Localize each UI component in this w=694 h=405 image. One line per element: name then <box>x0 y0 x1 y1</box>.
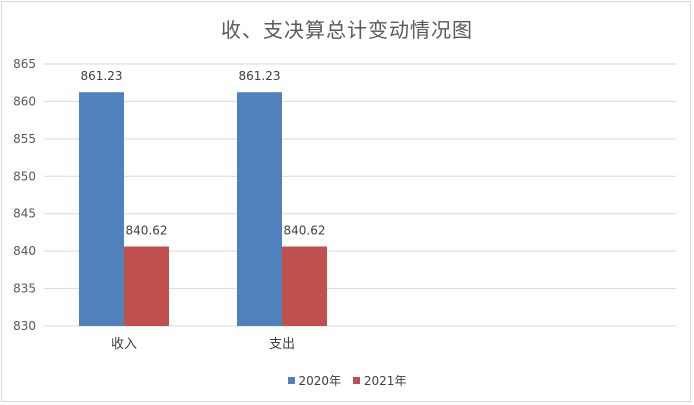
y-tick-label: 855 <box>13 132 36 146</box>
data-label: 840.62 <box>126 224 168 238</box>
y-tick-label: 865 <box>13 57 36 71</box>
x-axis-ticks: 收入 支出 <box>111 337 295 352</box>
y-axis-ticks: 830 835 840 845 850 855 860 865 <box>13 57 36 333</box>
legend-item-2020: 2020年 <box>287 372 342 389</box>
chart-title: 收、支决算总计变动情况图 <box>221 18 473 42</box>
legend-label-2020: 2020年 <box>298 374 342 388</box>
legend-swatch-2021 <box>352 377 360 384</box>
data-label: 861.23 <box>239 69 281 83</box>
legend: 2020年 2021年 <box>0 372 694 389</box>
legend-item-2021: 2021年 <box>352 372 407 389</box>
bar-2020年-支出 <box>237 92 282 326</box>
legend-label-2021: 2021年 <box>363 374 407 388</box>
bars <box>79 92 327 326</box>
y-tick-label: 835 <box>13 282 36 296</box>
data-labels: 861.23 840.62 861.23 840.62 <box>81 69 326 237</box>
bar-2020年-收入 <box>79 92 124 326</box>
y-tick-label: 850 <box>13 169 36 183</box>
x-tick-label: 支出 <box>269 337 295 352</box>
y-tick-label: 840 <box>13 244 36 258</box>
x-tick-label: 收入 <box>111 337 137 352</box>
legend-swatch-2020 <box>287 377 295 384</box>
y-tick-label: 845 <box>13 207 36 221</box>
data-label: 840.62 <box>284 224 326 238</box>
data-label: 861.23 <box>81 69 123 83</box>
y-tick-label: 830 <box>13 319 36 333</box>
bar-2021年-收入 <box>124 246 169 326</box>
bar-2021年-支出 <box>282 246 327 326</box>
y-tick-label: 860 <box>13 94 36 108</box>
